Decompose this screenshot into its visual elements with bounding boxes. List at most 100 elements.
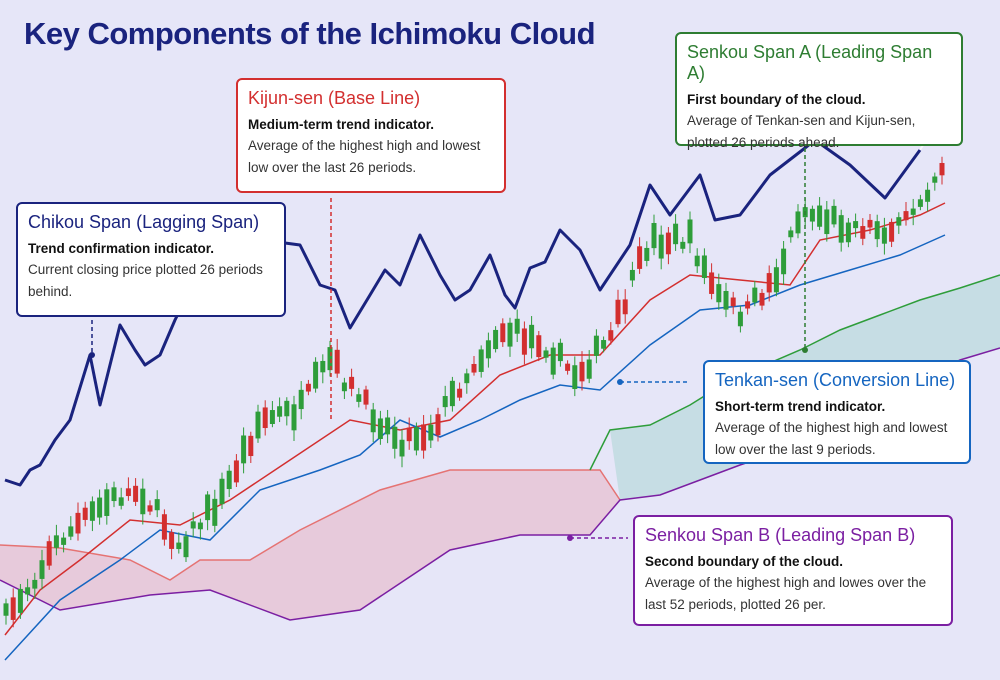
candle xyxy=(572,365,578,390)
candle xyxy=(406,427,412,442)
candle xyxy=(111,487,117,502)
candle xyxy=(385,417,391,435)
callout-body: Average of the highest high and lowest l… xyxy=(248,138,481,175)
candle xyxy=(349,376,355,389)
candle xyxy=(500,323,506,343)
callout-subtitle: Short-term trend indicator. xyxy=(715,399,886,414)
candle xyxy=(471,363,477,373)
candle xyxy=(147,505,153,512)
candle xyxy=(442,396,448,408)
candle xyxy=(831,205,837,225)
candle xyxy=(557,342,563,362)
candle xyxy=(867,219,873,228)
candle xyxy=(881,227,887,244)
connector-dot xyxy=(567,535,573,541)
candle xyxy=(615,299,621,325)
candle xyxy=(255,411,261,439)
candle xyxy=(421,424,427,451)
candle xyxy=(723,290,729,310)
candle xyxy=(910,208,916,215)
candle xyxy=(284,400,290,417)
candle xyxy=(241,435,247,464)
candle xyxy=(89,501,95,521)
candle xyxy=(478,349,484,372)
candle xyxy=(377,418,383,440)
candle xyxy=(125,488,131,497)
candle xyxy=(759,292,765,306)
candle xyxy=(97,497,103,518)
candle xyxy=(10,597,16,620)
candle xyxy=(320,360,326,373)
callout-subtitle: Medium-term trend indicator. xyxy=(248,117,435,132)
candle xyxy=(701,255,707,279)
candle xyxy=(428,424,434,441)
candle xyxy=(917,199,923,207)
candle xyxy=(233,460,239,483)
chikou-line xyxy=(4,138,922,487)
candle xyxy=(154,499,160,511)
candle xyxy=(205,494,211,521)
candle xyxy=(183,536,189,558)
candle xyxy=(817,205,823,227)
callout-body: Average of the highest high and lowes ov… xyxy=(645,575,927,612)
candle xyxy=(140,488,146,515)
candle xyxy=(903,211,909,221)
candle xyxy=(212,498,218,526)
callout: Senkou Span A (Leading Span A) First bou… xyxy=(675,32,963,150)
tenkan-line xyxy=(4,234,946,661)
callout-heading: Chikou Span (Lagging Span) xyxy=(28,212,260,232)
kijun-line xyxy=(4,202,946,636)
candle xyxy=(435,414,441,436)
candle xyxy=(53,535,59,548)
candle xyxy=(874,221,880,240)
candle xyxy=(795,211,801,234)
candle xyxy=(133,485,139,502)
candle xyxy=(709,272,715,294)
candle xyxy=(550,347,556,375)
callout-subtitle: Second boundary of the cloud. xyxy=(645,554,844,569)
candle xyxy=(536,335,542,358)
candle xyxy=(565,363,571,371)
candle xyxy=(161,514,167,540)
callout-subtitle: First boundary of the cloud. xyxy=(687,92,866,107)
candle xyxy=(277,406,283,417)
candle xyxy=(637,246,643,269)
candle xyxy=(363,389,369,405)
candle xyxy=(197,522,203,530)
callout-body: Current closing price plotted 26 periods… xyxy=(28,262,263,299)
candle xyxy=(651,222,657,249)
candle xyxy=(644,247,650,261)
candle xyxy=(298,389,304,410)
candle xyxy=(629,269,635,281)
candle xyxy=(262,407,268,429)
candle xyxy=(586,359,592,379)
candle xyxy=(860,226,866,239)
candles xyxy=(3,156,945,628)
candle xyxy=(529,324,535,349)
candle xyxy=(845,222,851,243)
candle xyxy=(608,330,614,341)
candle xyxy=(889,221,895,242)
candle xyxy=(788,230,794,238)
candle xyxy=(622,299,628,315)
candle xyxy=(838,215,844,243)
candle xyxy=(176,542,182,550)
candle xyxy=(190,521,196,529)
candle xyxy=(82,507,88,520)
candle xyxy=(896,217,902,226)
candle xyxy=(737,311,743,327)
candle xyxy=(464,373,470,384)
candle xyxy=(291,404,297,431)
candle xyxy=(507,322,513,347)
candle xyxy=(248,435,254,457)
candle xyxy=(925,189,931,202)
candle xyxy=(392,426,398,449)
candle xyxy=(579,361,585,382)
candle xyxy=(745,301,751,309)
candle xyxy=(313,361,319,389)
senkou-a-line xyxy=(589,274,1000,471)
candle xyxy=(226,470,232,490)
candle xyxy=(334,349,340,374)
connector-dot xyxy=(89,352,95,358)
